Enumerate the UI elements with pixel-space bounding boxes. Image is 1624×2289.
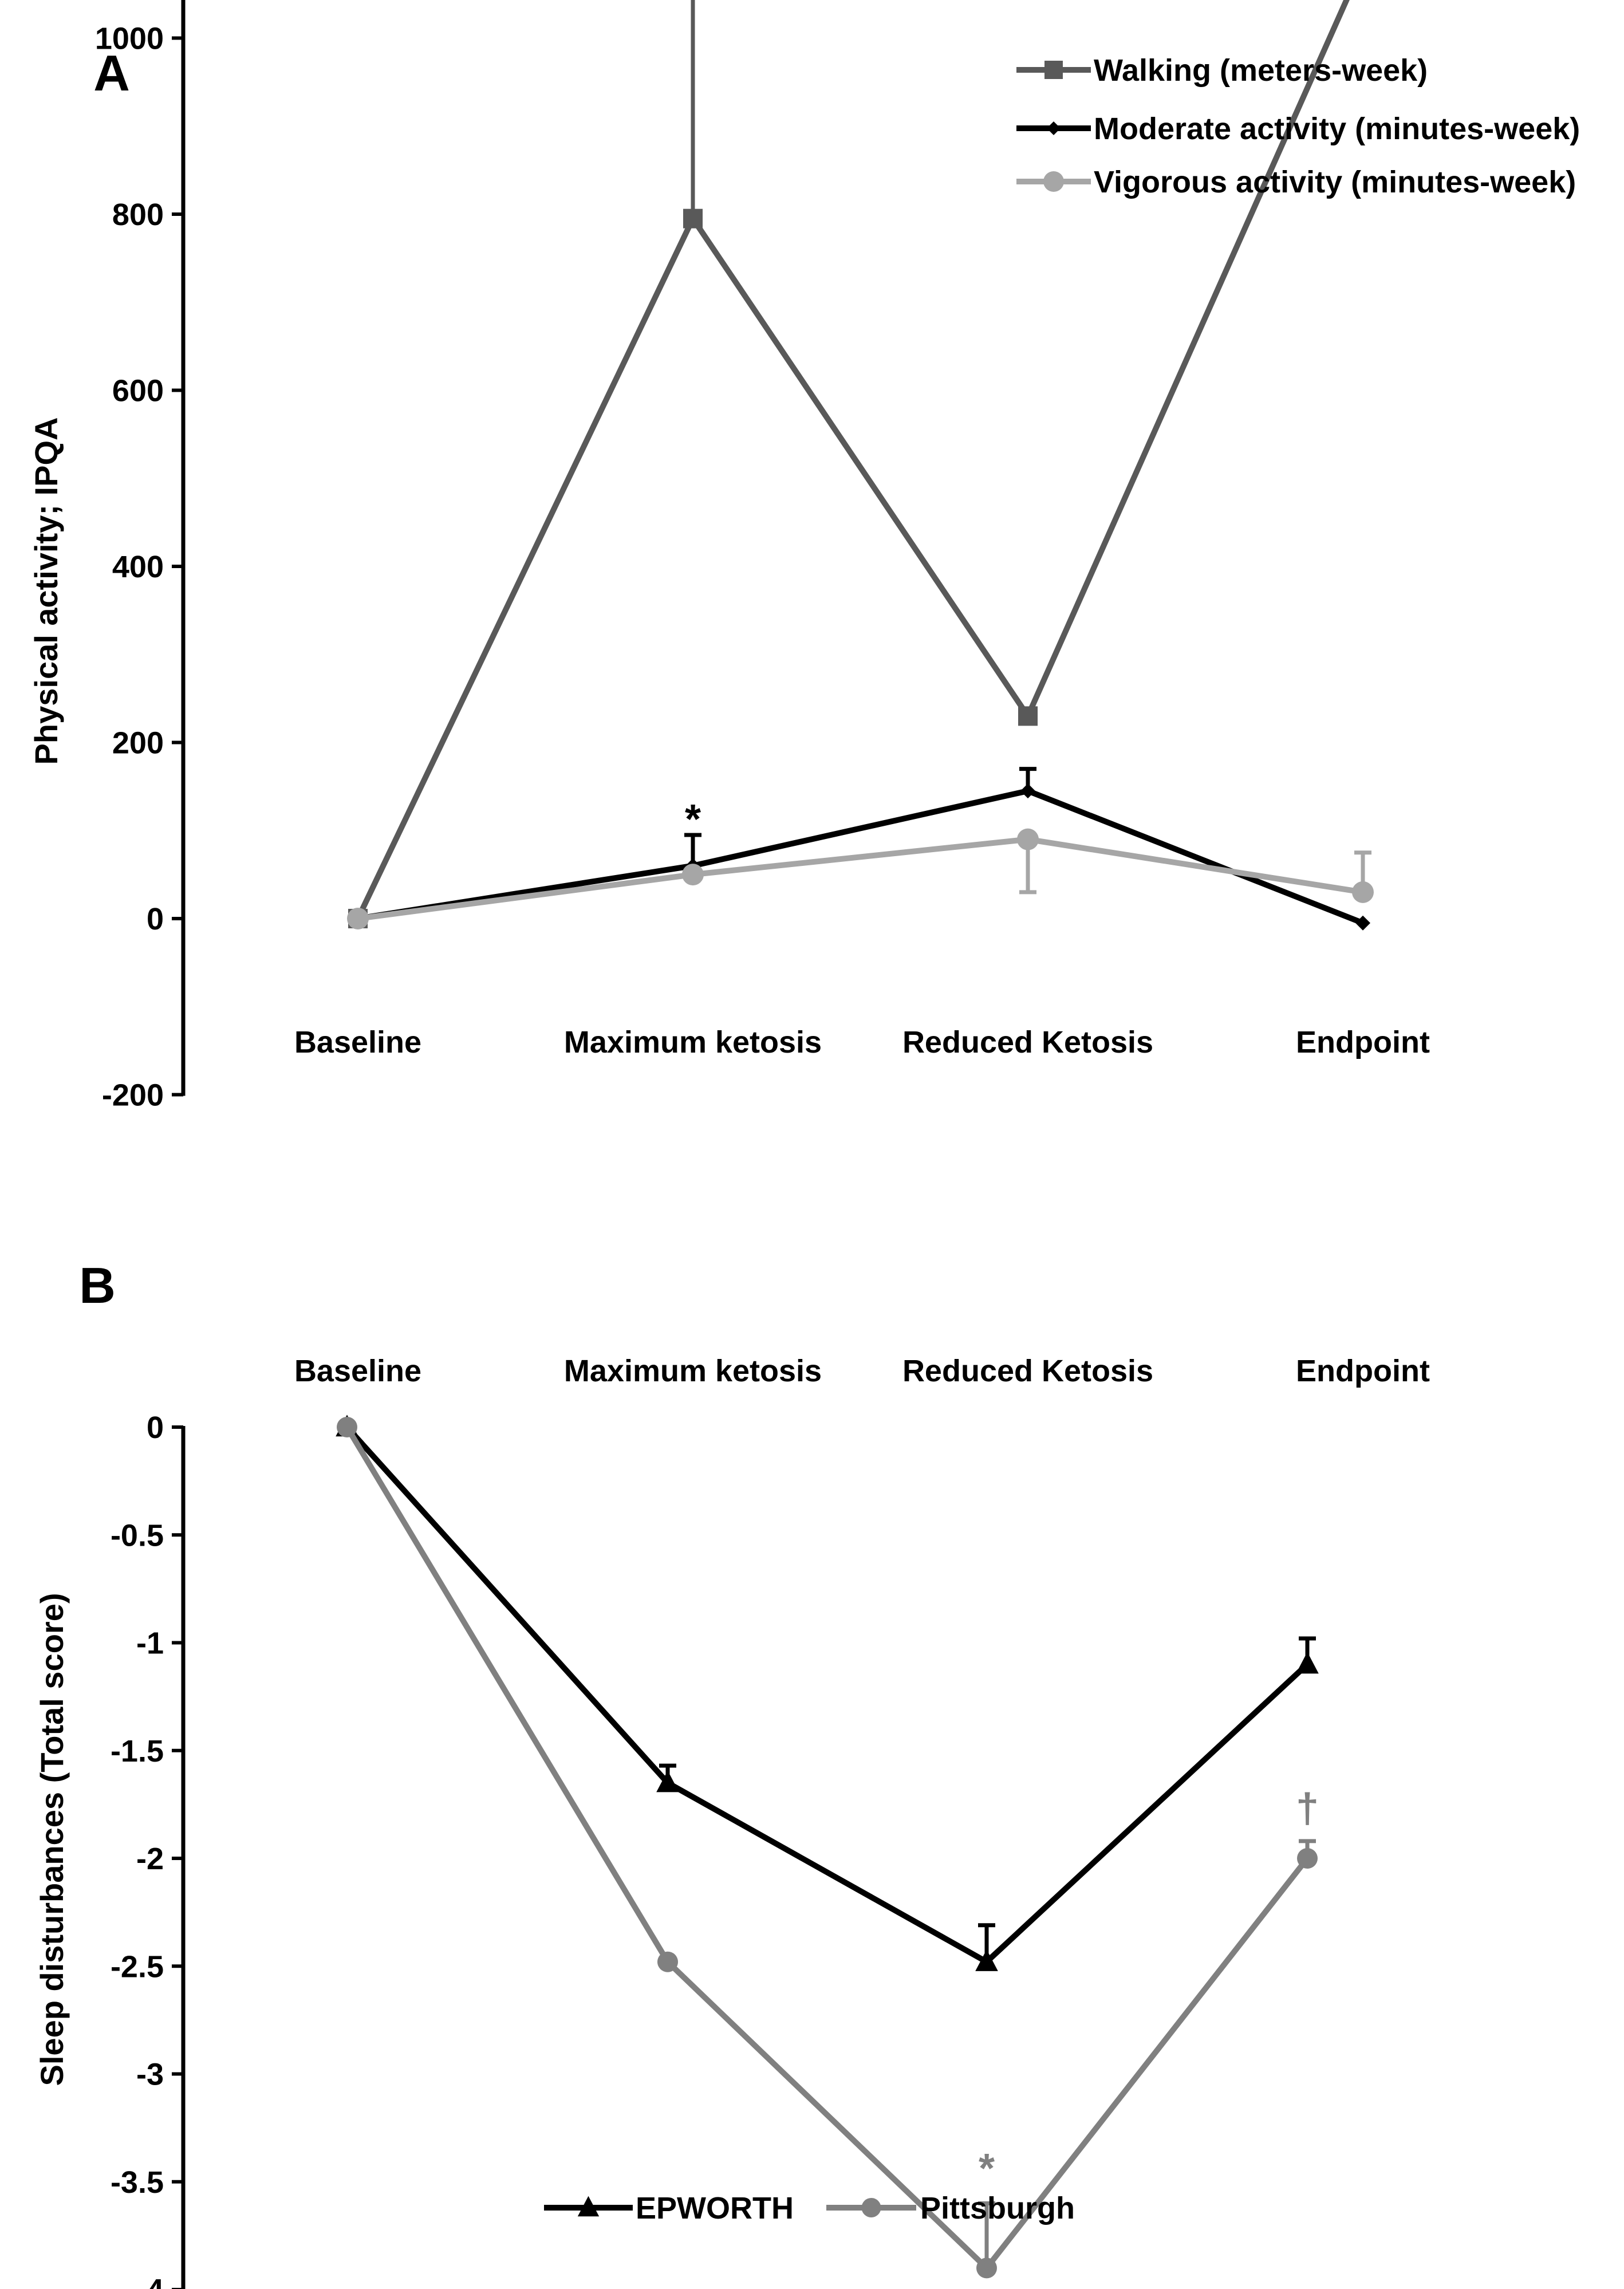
p1-category-label-endpoint: Endpoint [1296, 1025, 1430, 1059]
p2-y-tick-label: -3 [136, 2058, 164, 2092]
p2-y-tick-label: -1.5 [111, 1734, 164, 1768]
p1-legend-label-vigorous-activity-minutes-week: Vigorous activity (minutes-week) [1094, 165, 1576, 199]
p2-category-label-baseline: Baseline [294, 1354, 421, 1388]
p1-walking-meters-week-point-reduced-ketosis [1018, 706, 1038, 726]
p1-legend-label-walking-meters-week: Walking (meters-week) [1094, 53, 1428, 88]
panel-label-b: B [79, 1257, 116, 1314]
p2-pittsburgh-point-baseline [337, 1417, 357, 1437]
p1-y-tick-label: 800 [112, 198, 164, 232]
p1-legend-marker-moderate-activity-minutes-week [1047, 121, 1061, 135]
p1-category-label-baseline: Baseline [294, 1025, 421, 1059]
p2-pittsburgh-point-endpoint [1297, 1848, 1318, 1869]
p1-vigorous-activity-minutes-week-line [357, 836, 1363, 921]
p2-legend: EPWORTH Pittsburgh [544, 2191, 1075, 2225]
panel-a: A-20002004006008001000120014001600Physic… [28, 0, 1580, 1113]
p2-epworth-point-maximum-ketosis [656, 1770, 679, 1792]
p2-pittsburgh-point-maximum-ketosis [657, 1951, 678, 1972]
p2-legend-label-pittsburgh: Pittsburgh [920, 2191, 1075, 2225]
p1-legend-label-moderate-activity-minutes-week: Moderate activity (minutes-week) [1094, 112, 1580, 146]
p2-y-axis-label: Sleep disturbances (Total score) [34, 1593, 70, 2086]
p1-moderate-activity-minutes-week-point-endpoint [1355, 915, 1370, 931]
p1-vigorous-activity-minutes-week-point-baseline [347, 908, 369, 929]
p2-epworth-point-reduced-ketosis [975, 1949, 998, 1971]
p1-y-tick-label: 200 [112, 726, 164, 761]
p2-annotation-dagger: † [1296, 1786, 1319, 1831]
p1-y-tick-label: 0 [147, 902, 164, 936]
p1-walking-meters-week-point-maximum-ketosis [683, 208, 703, 228]
p2-annotation-asterisk: * [979, 2146, 995, 2192]
p1-y-axis-label: Physical activity; IPQA [28, 417, 64, 765]
p1-vigorous-activity-minutes-week-point-reduced-ketosis [1017, 828, 1039, 850]
p2-category-label-reduced-ketosis: Reduced Ketosis [902, 1354, 1153, 1388]
panel-label-a: A [93, 45, 130, 101]
p2-epworth-line [345, 1425, 1310, 1965]
p2-category-label-endpoint: Endpoint [1296, 1354, 1430, 1388]
p1-legend-marker-vigorous-activity-minutes-week [1043, 171, 1064, 192]
p1-y-tick-label: 1000 [95, 22, 164, 56]
p2-y-tick-label: -2.5 [111, 1949, 164, 1984]
p1-category-label-maximum-ketosis: Maximum ketosis [564, 1025, 822, 1059]
p1-legend: Walking (meters-week) Moderate activity (… [1016, 53, 1580, 199]
p1-y-tick-label: 400 [112, 550, 164, 584]
p2-y-tick-label: -4 [136, 2273, 164, 2289]
p2-y-tick-label: -3.5 [111, 2165, 164, 2200]
p2-legend-label-epworth: EPWORTH [636, 2191, 794, 2225]
p2-y-tick-label: -1 [136, 1626, 164, 1661]
p1-vigorous-activity-minutes-week-point-maximum-ketosis [682, 864, 704, 886]
p1-walking-meters-week-line [355, 0, 1350, 920]
p2-epworth-point-endpoint [1296, 1652, 1319, 1674]
p2-pittsburgh-line [344, 1425, 1310, 2271]
p1-moderate-activity-minutes-week-point-reduced-ketosis [1020, 783, 1035, 799]
panel-b: B 0 -0.5 -1 -1.5 -2 -2.5 -3 -3.5 -4 Sleep disturba… [34, 1257, 1430, 2289]
p2-category-label-maximum-ketosis: Maximum ketosis [564, 1354, 822, 1388]
p1-y-tick-label: 600 [112, 374, 164, 408]
p2-y-tick-label: -2 [136, 1842, 164, 1876]
p2-pittsburgh-point-reduced-ketosis [976, 2258, 997, 2279]
p2-y-tick-label: -0.5 [111, 1518, 164, 1553]
p1-category-label-reduced-ketosis: Reduced Ketosis [902, 1025, 1153, 1059]
p1-y-tick-label: -200 [102, 1078, 164, 1113]
p1-legend-marker-walking-meters-week [1044, 61, 1063, 79]
p2-legend-marker-epworth [577, 2196, 600, 2217]
p1-annotation-asterisk: * [685, 797, 701, 842]
p1-vigorous-activity-minutes-week-point-endpoint [1352, 881, 1374, 903]
p2-legend-marker-pittsburgh [861, 2198, 881, 2217]
p1-moderate-activity-minutes-week-line [357, 788, 1364, 926]
p2-y-tick-label: 0 [147, 1411, 164, 1445]
